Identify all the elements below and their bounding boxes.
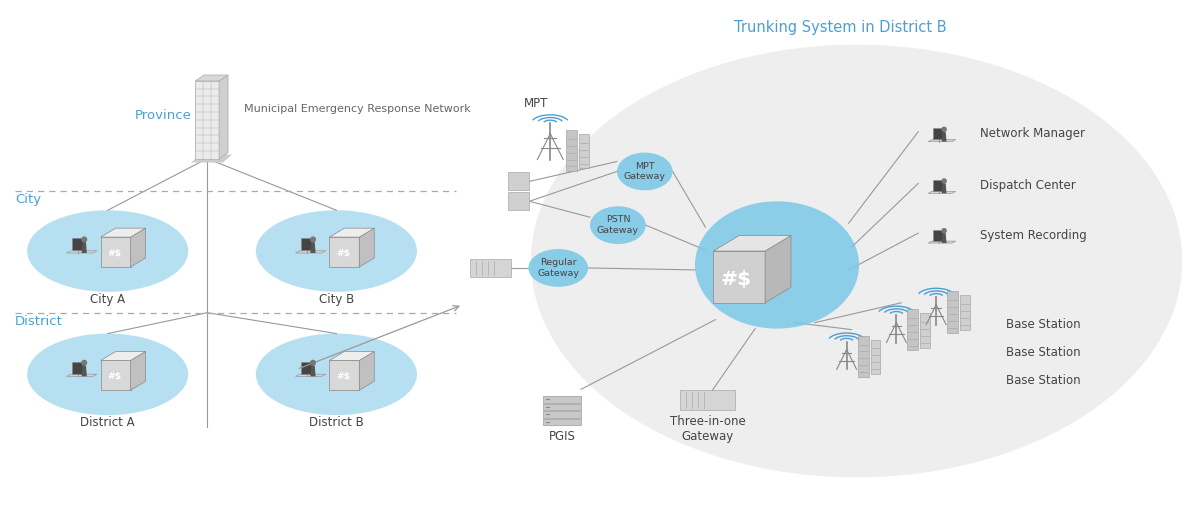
Polygon shape bbox=[311, 365, 316, 377]
Ellipse shape bbox=[28, 333, 188, 415]
Polygon shape bbox=[929, 140, 955, 142]
Polygon shape bbox=[766, 235, 791, 303]
Text: District B: District B bbox=[310, 416, 364, 429]
Polygon shape bbox=[359, 228, 374, 267]
Polygon shape bbox=[942, 233, 947, 243]
FancyBboxPatch shape bbox=[544, 396, 581, 403]
Ellipse shape bbox=[28, 210, 188, 292]
Text: #$: #$ bbox=[336, 372, 350, 381]
Polygon shape bbox=[295, 251, 325, 253]
FancyBboxPatch shape bbox=[934, 128, 944, 139]
Ellipse shape bbox=[530, 45, 1182, 477]
Polygon shape bbox=[330, 237, 359, 267]
FancyBboxPatch shape bbox=[508, 172, 529, 190]
Text: City B: City B bbox=[319, 293, 354, 306]
Text: #$: #$ bbox=[721, 270, 752, 289]
Polygon shape bbox=[330, 351, 374, 361]
FancyBboxPatch shape bbox=[301, 362, 313, 374]
Text: City: City bbox=[16, 193, 41, 206]
Ellipse shape bbox=[256, 210, 416, 292]
Polygon shape bbox=[929, 241, 955, 243]
FancyBboxPatch shape bbox=[934, 230, 944, 241]
FancyBboxPatch shape bbox=[469, 259, 511, 277]
Polygon shape bbox=[82, 242, 86, 253]
Polygon shape bbox=[101, 351, 145, 361]
FancyBboxPatch shape bbox=[544, 419, 581, 425]
Text: District A: District A bbox=[80, 416, 134, 429]
Circle shape bbox=[82, 360, 88, 366]
Polygon shape bbox=[101, 228, 145, 237]
Circle shape bbox=[310, 236, 316, 243]
FancyBboxPatch shape bbox=[907, 309, 918, 350]
Ellipse shape bbox=[528, 249, 588, 287]
FancyBboxPatch shape bbox=[544, 404, 581, 410]
Text: Municipal Emergency Response Network: Municipal Emergency Response Network bbox=[244, 104, 470, 114]
FancyBboxPatch shape bbox=[566, 130, 577, 171]
Text: Trunking System in District B: Trunking System in District B bbox=[734, 20, 947, 35]
FancyBboxPatch shape bbox=[960, 295, 970, 329]
Polygon shape bbox=[191, 154, 232, 163]
Text: #$: #$ bbox=[336, 249, 350, 258]
Polygon shape bbox=[220, 75, 228, 159]
Text: MPT: MPT bbox=[524, 97, 548, 110]
Circle shape bbox=[941, 178, 947, 184]
Text: City A: City A bbox=[90, 293, 125, 306]
FancyBboxPatch shape bbox=[301, 239, 313, 250]
Ellipse shape bbox=[695, 201, 859, 329]
FancyBboxPatch shape bbox=[544, 411, 581, 418]
Polygon shape bbox=[330, 361, 359, 390]
FancyBboxPatch shape bbox=[947, 291, 958, 332]
Polygon shape bbox=[330, 228, 374, 237]
Polygon shape bbox=[929, 191, 955, 193]
Text: District: District bbox=[16, 314, 64, 328]
Polygon shape bbox=[101, 361, 131, 390]
Polygon shape bbox=[196, 81, 220, 159]
Circle shape bbox=[82, 236, 88, 243]
Ellipse shape bbox=[617, 152, 673, 190]
Polygon shape bbox=[713, 235, 791, 251]
FancyBboxPatch shape bbox=[858, 336, 869, 378]
FancyBboxPatch shape bbox=[870, 340, 881, 374]
Text: System Recording: System Recording bbox=[980, 229, 1087, 242]
Text: PSTN
Gateway: PSTN Gateway bbox=[596, 215, 638, 235]
FancyBboxPatch shape bbox=[920, 313, 930, 347]
Polygon shape bbox=[67, 374, 97, 377]
Polygon shape bbox=[82, 365, 86, 377]
FancyBboxPatch shape bbox=[934, 180, 944, 191]
Polygon shape bbox=[196, 75, 228, 81]
Ellipse shape bbox=[256, 333, 416, 415]
Polygon shape bbox=[942, 184, 947, 193]
Polygon shape bbox=[359, 351, 374, 390]
Polygon shape bbox=[311, 242, 316, 253]
Circle shape bbox=[941, 228, 947, 233]
Text: Province: Province bbox=[134, 109, 192, 122]
FancyBboxPatch shape bbox=[72, 362, 84, 374]
Text: #$: #$ bbox=[107, 372, 121, 381]
Text: Base Station: Base Station bbox=[1006, 374, 1080, 387]
Text: Dispatch Center: Dispatch Center bbox=[980, 179, 1075, 192]
Polygon shape bbox=[942, 132, 947, 142]
Circle shape bbox=[310, 360, 316, 366]
Text: Network Manager: Network Manager bbox=[980, 127, 1085, 140]
Text: Regular
Gateway: Regular Gateway bbox=[538, 258, 580, 278]
Polygon shape bbox=[131, 228, 145, 267]
Polygon shape bbox=[101, 237, 131, 267]
Text: Base Station: Base Station bbox=[1006, 346, 1080, 359]
Ellipse shape bbox=[590, 206, 646, 244]
FancyBboxPatch shape bbox=[508, 192, 529, 210]
Text: Base Station: Base Station bbox=[1006, 318, 1080, 331]
Polygon shape bbox=[67, 251, 97, 253]
Text: MPT
Gateway: MPT Gateway bbox=[624, 162, 666, 181]
Polygon shape bbox=[131, 351, 145, 390]
FancyBboxPatch shape bbox=[680, 390, 734, 410]
Circle shape bbox=[941, 127, 947, 132]
Polygon shape bbox=[295, 374, 325, 377]
FancyBboxPatch shape bbox=[72, 239, 84, 250]
Text: PGIS: PGIS bbox=[548, 430, 576, 443]
Text: #$: #$ bbox=[107, 249, 121, 258]
Polygon shape bbox=[713, 251, 766, 303]
FancyBboxPatch shape bbox=[580, 134, 589, 168]
Text: Three-in-one
Gateway: Three-in-one Gateway bbox=[670, 415, 745, 443]
